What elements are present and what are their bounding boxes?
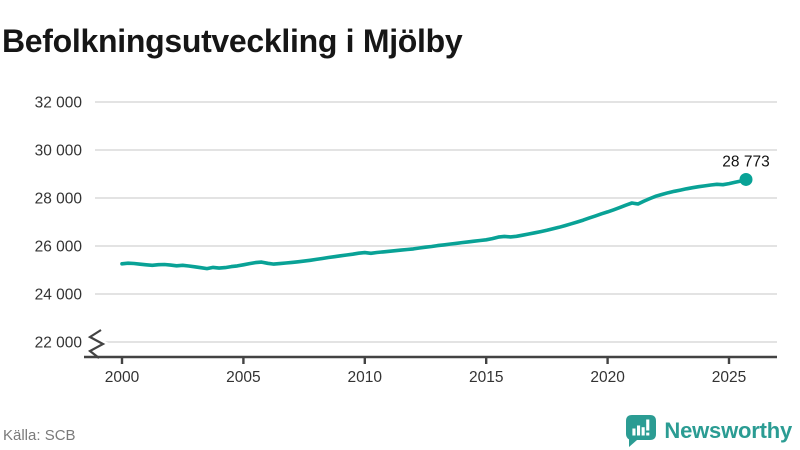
newsworthy-logo: Newsworthy	[625, 413, 792, 449]
y-tick-label: 22 000	[35, 335, 83, 352]
x-tick-label: 2005	[226, 369, 260, 386]
series-line	[120, 177, 748, 271]
newsworthy-bubble-chart-icon	[626, 415, 657, 447]
y-tick-label: 26 000	[35, 239, 83, 256]
last-point-marker	[739, 172, 753, 186]
newsworthy-wordmark: Newsworthy	[664, 418, 792, 443]
source-label: Källa: SCB	[3, 427, 76, 444]
y-tick-label: 32 000	[35, 95, 83, 112]
x-tick-label: 2015	[469, 369, 503, 386]
y-tick-label: 24 000	[35, 287, 83, 304]
page-title: Befolkningsutveckling i Mjölby	[2, 23, 463, 60]
x-tick-label: 2010	[348, 369, 383, 386]
x-tick-label: 2025	[712, 369, 746, 386]
axis-break-icon	[87, 329, 106, 359]
y-tick-label: 28 000	[35, 191, 83, 208]
y-tick-label: 30 000	[35, 143, 83, 160]
x-tick-label: 2000	[105, 369, 140, 386]
last-value-label: 28 773	[722, 153, 769, 170]
x-tick-label: 2020	[590, 369, 625, 386]
